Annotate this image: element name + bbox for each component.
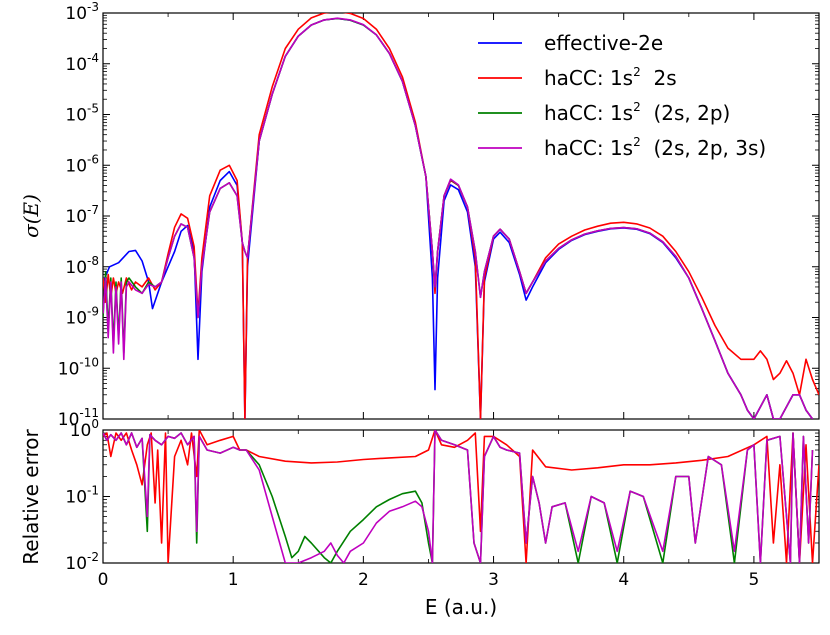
x-axis-label: E (a.u.) [425, 595, 497, 619]
top-y-tick-label: 10-4 [65, 51, 99, 75]
legend: effective-2e haCC: 1s2 2s haCC: 1s2 (2s, 2… [478, 31, 766, 160]
top-series-group [103, 13, 819, 419]
top-y-tick-label: 10-11 [58, 406, 99, 430]
top-y-tick-label: 10-7 [65, 203, 99, 227]
top-y-tick-label: 10-8 [65, 254, 99, 278]
bottom-y-tick-label: 10-2 [65, 550, 99, 574]
top-x-ticks [102, 13, 755, 419]
top-plot-frame [102, 12, 820, 420]
top-y-tick-label: 10-9 [65, 305, 99, 329]
top-y-tick-label: 10-3 [65, 0, 99, 24]
bottom-y-ticks: 10-2 10-1 100 [65, 417, 819, 574]
top-y-ticks: 10-11 10-10 10-9 10-8 10-7 10-6 10-5 10-4 10-3 [58, 0, 819, 430]
top-y-tick-label: 10-10 [58, 355, 99, 379]
x-tick-label: 1 [228, 570, 239, 590]
bottom-series-hacc-1s2-2s [103, 430, 819, 563]
x-tick-label: 5 [748, 570, 759, 590]
legend-label: effective-2e [544, 31, 663, 55]
bottom-y-tick-label: 100 [70, 417, 99, 441]
top-series-hacc-1s2-2s-2p-3s- [103, 17, 814, 419]
x-tick-label: 4 [618, 570, 629, 590]
bottom-plot-frame [102, 429, 820, 564]
cross-section-panel: 10-11 10-10 10-9 10-8 10-7 10-6 10-5 10-4 10-3 σ… [19, 0, 820, 430]
legend-label: haCC: 1s2 2s [544, 65, 677, 90]
x-tick-label: 3 [488, 570, 499, 590]
top-series-hacc-1s2-2s [103, 13, 819, 419]
bottom-series-group [103, 430, 819, 563]
bottom-x-ticks: 0 1 2 3 4 5 [98, 430, 759, 590]
bottom-series-hacc-1s2-2s-2p-3s- [103, 430, 814, 563]
top-y-tick-label: 10-5 [65, 102, 99, 126]
relative-error-panel: 10-2 10-1 100 0 1 2 3 4 5 Relative error E (a.u… [19, 417, 820, 619]
bottom-y-tick-label: 10-1 [65, 484, 99, 508]
x-tick-label: 0 [98, 570, 109, 590]
top-y-axis-label: σ(E) [19, 194, 43, 238]
legend-label: haCC: 1s2 (2s, 2p) [544, 100, 730, 125]
legend-label: haCC: 1s2 (2s, 2p, 3s) [544, 135, 766, 160]
bottom-y-axis-label: Relative error [19, 429, 43, 565]
x-tick-label: 2 [358, 570, 369, 590]
top-y-tick-label: 10-6 [65, 152, 99, 176]
